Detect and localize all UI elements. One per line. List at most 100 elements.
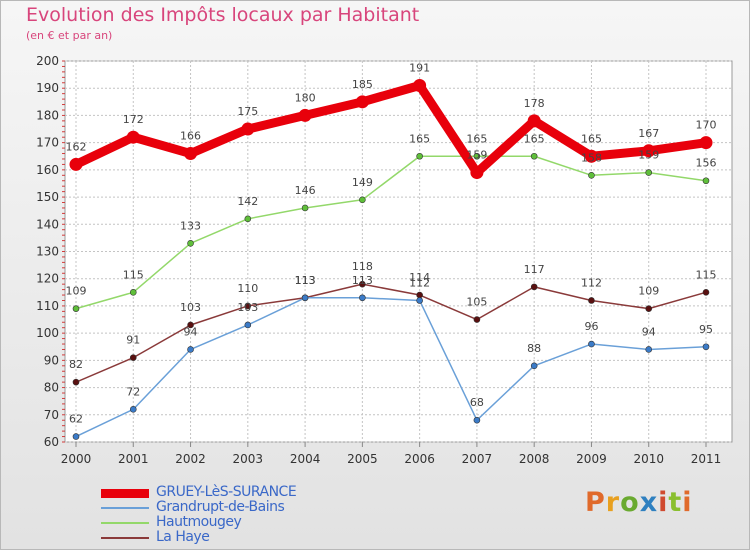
data-point — [129, 406, 137, 413]
data-label: 103 — [237, 301, 258, 314]
data-label: 62 — [69, 413, 83, 426]
data-point — [187, 240, 194, 247]
logo-letter: i — [682, 487, 693, 518]
data-label: 191 — [409, 61, 430, 74]
data-label: 115 — [696, 268, 717, 281]
data-point — [473, 152, 481, 160]
data-label: 156 — [696, 157, 717, 170]
data-label: 96 — [584, 320, 598, 333]
legend-swatch — [101, 522, 149, 524]
data-point — [470, 166, 484, 180]
data-point — [72, 433, 80, 440]
y-tick-label: 160 — [36, 163, 59, 177]
data-point — [530, 283, 538, 291]
logo-letter: o — [620, 487, 640, 518]
data-label: 180 — [295, 91, 316, 104]
data-label: 94 — [642, 325, 656, 338]
series-line-3 — [75, 283, 707, 383]
x-tick-label: 2003 — [233, 452, 264, 466]
data-label: 165 — [524, 132, 545, 145]
data-label: 185 — [352, 78, 373, 91]
data-label: 82 — [69, 358, 83, 371]
data-point — [584, 149, 598, 163]
y-tick-label: 200 — [36, 54, 59, 68]
y-tick-label: 120 — [36, 272, 59, 286]
data-point — [301, 204, 309, 212]
x-tick-label: 2005 — [347, 452, 378, 466]
data-label: 115 — [123, 268, 144, 281]
data-label: 95 — [699, 323, 713, 336]
series-line-1 — [75, 297, 707, 438]
data-point — [699, 136, 713, 150]
x-tick-label: 2008 — [519, 452, 550, 466]
data-label: 172 — [123, 113, 144, 126]
data-point — [72, 305, 80, 312]
data-point — [244, 321, 252, 329]
data-label: 112 — [581, 276, 602, 289]
legend-label: GRUEY-LèS-SURANCE — [156, 484, 297, 500]
data-point — [416, 297, 423, 304]
data-point — [241, 122, 255, 136]
data-point — [298, 108, 312, 122]
y-tick-label: 170 — [36, 136, 59, 150]
data-label: 133 — [180, 219, 201, 232]
data-point — [413, 78, 427, 92]
legend-swatch — [101, 488, 149, 498]
data-point — [642, 144, 656, 158]
data-label: 167 — [638, 127, 659, 140]
x-tick-label: 2002 — [175, 452, 206, 466]
logo-letter: i — [658, 487, 669, 518]
data-point — [129, 289, 137, 296]
data-point — [359, 196, 366, 204]
data-point — [530, 362, 538, 370]
data-point — [187, 346, 194, 353]
x-tick-label: 2011 — [691, 452, 722, 466]
data-label: 159 — [466, 149, 487, 162]
data-point — [473, 416, 481, 424]
y-tick-label: 130 — [36, 245, 59, 259]
legend-label: Hautmougey — [156, 514, 242, 530]
data-point — [301, 294, 309, 302]
data-label: 159 — [638, 149, 659, 162]
data-label: 103 — [180, 301, 201, 314]
data-point — [530, 152, 538, 160]
data-label: 149 — [352, 176, 373, 189]
x-tick-label: 2010 — [633, 452, 664, 466]
data-point — [244, 302, 252, 310]
data-point — [702, 289, 710, 296]
data-label: 91 — [126, 334, 140, 347]
chart-subtitle: (en € et par an) — [26, 29, 113, 42]
logo-letter: r — [605, 487, 621, 518]
data-label: 113 — [295, 274, 316, 287]
data-point — [359, 280, 366, 288]
data-label: 88 — [527, 342, 541, 355]
x-tick-label: 2009 — [576, 452, 607, 466]
y-tick-label: 110 — [36, 299, 59, 313]
data-point — [588, 340, 595, 348]
data-label: 178 — [524, 97, 545, 110]
data-point — [129, 354, 137, 361]
data-label: 94 — [184, 325, 198, 338]
legend-label: La Haye — [156, 529, 210, 545]
data-label: 165 — [409, 132, 430, 145]
logo-letter: x — [639, 487, 659, 518]
y-tick-label: 60 — [44, 435, 59, 449]
data-label: 162 — [66, 140, 87, 153]
data-label: 142 — [237, 195, 258, 208]
y-tick-label: 90 — [44, 353, 59, 367]
legend-swatch — [101, 507, 149, 509]
data-point — [416, 291, 423, 299]
data-label: 166 — [180, 130, 201, 143]
data-point — [187, 321, 194, 329]
data-point — [588, 297, 595, 304]
data-point — [72, 378, 80, 386]
data-label: 146 — [295, 184, 316, 197]
logo-letter: P — [585, 487, 606, 518]
data-point — [69, 157, 83, 171]
data-label: 113 — [352, 274, 373, 287]
x-tick-label: 2007 — [462, 452, 493, 466]
data-label: 113 — [295, 274, 316, 287]
data-label: 109 — [66, 285, 87, 298]
y-tick-label: 80 — [44, 381, 59, 395]
